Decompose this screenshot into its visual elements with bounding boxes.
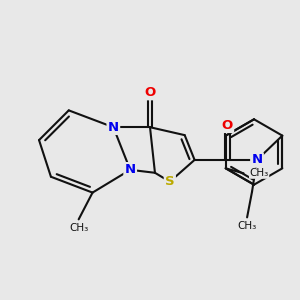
Text: N: N [251,153,262,167]
Text: CH₃: CH₃ [238,221,257,231]
Text: S: S [165,175,175,188]
Text: N: N [124,163,136,176]
Text: O: O [144,86,156,99]
Text: CH₃: CH₃ [69,223,88,233]
Text: O: O [222,119,233,132]
Text: N: N [108,121,119,134]
Text: CH₃: CH₃ [250,168,269,178]
